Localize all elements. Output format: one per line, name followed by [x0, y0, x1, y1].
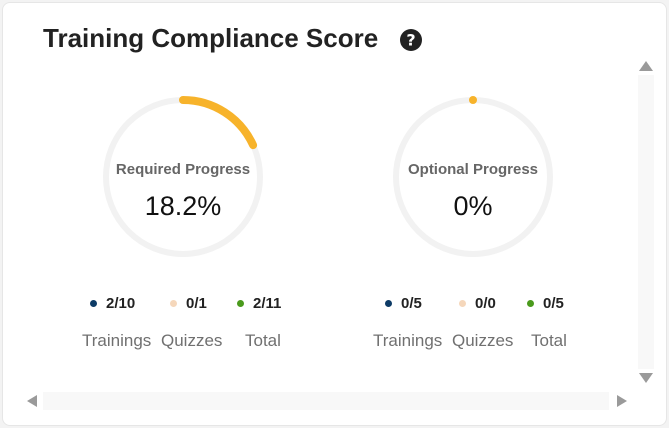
optional-quizzes-stat: 0/0: [459, 295, 496, 312]
total-dot-icon: [237, 300, 244, 307]
quizzes-dot-icon: [459, 300, 466, 307]
scroll-up-arrow-icon[interactable]: [639, 61, 653, 71]
svg-text:?: ?: [406, 31, 415, 50]
required-progress-arc: [102, 96, 264, 258]
optional-progress-ring: [392, 96, 554, 258]
optional-stat-labels: Trainings Quizzes Total: [373, 331, 603, 351]
required-progress-value: 18.2%: [144, 191, 222, 221]
required-stats: 2/10 0/1 2/11: [90, 295, 320, 315]
total-label: Total: [245, 331, 281, 350]
trainings-dot-icon: [385, 300, 392, 307]
horizontal-scrollbar[interactable]: [21, 389, 633, 413]
trainings-label: Trainings: [373, 331, 443, 350]
optional-total-value: 0/5: [543, 295, 564, 312]
optional-trainings-value: 0/5: [401, 295, 422, 312]
optional-total-stat: 0/5: [527, 295, 564, 312]
vertical-scroll-track[interactable]: [638, 75, 654, 369]
optional-progress-gauge: Optional Progress 0%: [389, 93, 557, 261]
optional-quizzes-value: 0/0: [475, 295, 496, 312]
required-progress-ring: [102, 96, 264, 258]
optional-trainings-stat: 0/5: [385, 295, 422, 312]
required-progress-label: Required Progress: [115, 161, 251, 178]
optional-progress-label: Optional Progress: [407, 161, 539, 178]
trainings-label: Trainings: [82, 331, 152, 350]
optional-progress-value: 0%: [453, 191, 493, 221]
total-dot-icon: [527, 300, 534, 307]
trainings-dot-icon: [90, 300, 97, 307]
quizzes-dot-icon: [170, 300, 177, 307]
required-progress-gauge: Required Progress 18.2%: [99, 93, 267, 261]
required-total-value: 2/11: [253, 295, 282, 312]
required-quizzes-value: 0/1: [186, 295, 207, 312]
horizontal-scroll-track[interactable]: [43, 392, 609, 410]
scroll-left-arrow-icon[interactable]: [27, 395, 37, 407]
optional-progress-arc: [392, 96, 554, 258]
scroll-down-arrow-icon[interactable]: [639, 373, 653, 383]
total-label: Total: [531, 331, 567, 350]
required-trainings-value: 2/10: [106, 295, 136, 312]
question-circle-icon[interactable]: ?: [399, 28, 423, 52]
quizzes-label: Quizzes: [452, 331, 514, 350]
required-stat-labels: Trainings Quizzes Total: [82, 331, 312, 351]
scroll-right-arrow-icon[interactable]: [617, 395, 627, 407]
quizzes-label: Quizzes: [161, 331, 223, 350]
card-title: Training Compliance Score: [43, 23, 379, 53]
optional-stats: 0/5 0/0 0/5: [385, 295, 615, 315]
required-total-stat: 2/11: [237, 295, 281, 312]
vertical-scrollbar[interactable]: [632, 59, 660, 385]
scroll-viewport: Required Progress 18.2% Optional Progres…: [3, 59, 631, 389]
required-trainings-stat: 2/10: [90, 295, 135, 312]
required-quizzes-stat: 0/1: [170, 295, 207, 312]
